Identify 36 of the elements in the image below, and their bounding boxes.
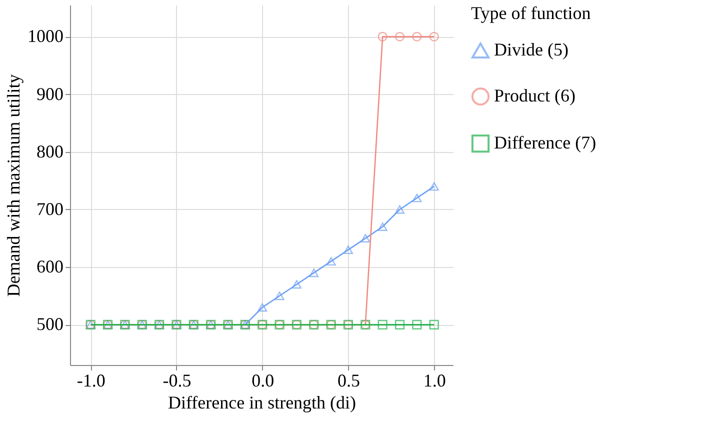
- point: [394, 320, 405, 330]
- point: [394, 32, 405, 42]
- y-axis-title: Demand with maximum utility: [4, 74, 24, 297]
- point: [429, 32, 439, 42]
- point: [258, 303, 268, 312]
- x-tick-label: 0.5: [337, 370, 360, 390]
- point: [394, 205, 405, 214]
- point: [360, 234, 370, 243]
- legend-label: Difference (7): [494, 132, 596, 152]
- y-tick-label: 900: [36, 84, 64, 104]
- y-tick-label: 600: [36, 256, 64, 277]
- point: [412, 32, 422, 42]
- legend-label: Divide (5): [494, 40, 568, 60]
- x-tick-label: -0.5: [162, 370, 192, 390]
- point: [309, 268, 319, 278]
- y-tick-label: 1000: [28, 26, 64, 46]
- point: [274, 292, 284, 300]
- legend-title: Type of function: [471, 3, 591, 23]
- y-tick-label: 500: [36, 314, 64, 334]
- y-tick-label: 800: [36, 141, 64, 162]
- legend-label: Product (6): [494, 86, 576, 106]
- x-tick-label: 0.0: [252, 370, 274, 390]
- x-tick-label: -1.0: [76, 370, 106, 390]
- x-axis-title: Difference in strength (di): [168, 392, 356, 412]
- y-tick-label: 700: [36, 198, 64, 219]
- point: [378, 320, 388, 330]
- point: [292, 280, 302, 289]
- x-tick-label: 1.0: [423, 370, 446, 390]
- point: [378, 32, 388, 42]
- point: [326, 257, 336, 266]
- point: [429, 320, 439, 330]
- point: [378, 222, 388, 231]
- point: [412, 194, 422, 202]
- point: [429, 182, 439, 191]
- point: [343, 246, 354, 254]
- point: [412, 320, 422, 330]
